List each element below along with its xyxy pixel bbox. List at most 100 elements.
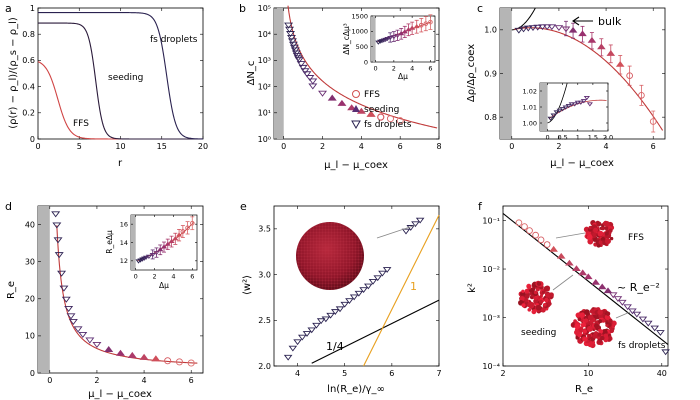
panel-f-data bbox=[515, 219, 670, 356]
panel-d-point-fs bbox=[59, 285, 69, 292]
droplet-render-large bbox=[296, 222, 417, 290]
panel-b-point-fs bbox=[318, 90, 328, 97]
panel-f-point-ffs bbox=[515, 219, 523, 227]
panel-d: d 0 2 4 6 0 10 20 30 40 μ_l − μ_coex R_e 0 2 4 6 12 1… bbox=[5, 200, 204, 400]
panel-e-guides bbox=[311, 214, 440, 367]
panel-d-inset-xtick-label: 6 bbox=[190, 273, 194, 281]
panel-d-inset-xtick-label: 4 bbox=[171, 273, 175, 281]
panel-b-inset-point-fs bbox=[394, 33, 401, 39]
panel-e: e 4 5 6 72.02.53.03.5 ln(R_e)/γ_∞ ⟨w²⟩ 1/4 … bbox=[240, 200, 442, 395]
panel-f-xtick-label: 10 bbox=[583, 369, 593, 378]
panel-a-ticks: 0 5 10 15 20 0 0.2 0.4 0.6 0.8 1 bbox=[22, 4, 208, 151]
panel-b-inset-point-ffs bbox=[423, 21, 429, 26]
panel-c-inset-point-fs bbox=[568, 102, 575, 107]
panel-f-ann-fs-droplets: fs droplets bbox=[618, 341, 666, 351]
panel-b-point-fs bbox=[302, 71, 312, 78]
panel-d-inset-ytick-label: 12 bbox=[120, 257, 128, 265]
panel-a-xtick-label: 20 bbox=[198, 142, 208, 151]
panel-d-metastable-band bbox=[38, 206, 50, 373]
seeding-cluster-render-bead bbox=[538, 299, 544, 304]
panel-f-point-fs bbox=[643, 320, 653, 327]
fs-droplet-cluster-render-bead bbox=[611, 325, 615, 329]
panel-b-point-fs bbox=[300, 68, 310, 75]
panel-a-ytick-label: 0.6 bbox=[22, 56, 35, 65]
panel-d-point-fs bbox=[78, 331, 88, 339]
panel-f-xtick-label: 40 bbox=[657, 369, 667, 378]
panel-b-inset-point-seed bbox=[413, 23, 420, 29]
panel-a-xlabel: r bbox=[118, 158, 123, 169]
panel-b-inset-ylabel: ΔN_cΔμ³ bbox=[342, 23, 351, 55]
panel-e-ticks: 4 5 6 7 2.0 2.5 3.0 3.5 bbox=[258, 206, 442, 378]
panel-f-point-seed bbox=[603, 287, 613, 294]
panel-f-point-fs bbox=[656, 330, 665, 336]
panel-d-xtick-label: 4 bbox=[142, 376, 147, 385]
fs-droplet-cluster-render-bead bbox=[608, 318, 613, 323]
panel-d-inset-xtick-label: 2 bbox=[153, 273, 157, 281]
panel-d-inset-point-seed bbox=[164, 241, 171, 246]
panel-a-ytick-label: 0 bbox=[30, 135, 35, 144]
panel-c-inset-point-fs bbox=[574, 100, 581, 105]
panel-d-xlabel: μ_l − μ_coex bbox=[88, 389, 152, 400]
panel-c-point-seed bbox=[587, 36, 597, 43]
panel-c-inset-bulk bbox=[547, 83, 568, 124]
panel-c-point-fs bbox=[542, 24, 552, 31]
panel-c-point-ffs bbox=[638, 91, 645, 99]
panel-f-ann-scaling: ~ R_e⁻² bbox=[617, 281, 660, 294]
panel-c-point-fs bbox=[519, 26, 528, 33]
fs-droplet-cluster-render-bead bbox=[582, 329, 588, 334]
panel-e-point bbox=[321, 316, 331, 323]
panel-d-inset-band bbox=[131, 215, 136, 270]
ffs-cluster-render-bead bbox=[609, 236, 614, 241]
panel-f-xtick-label: 2 bbox=[500, 369, 505, 378]
panel-b-point-fs bbox=[290, 47, 300, 54]
panel-c-xlabel: μ_l − μ_coex bbox=[550, 158, 614, 169]
panel-f-point-fs bbox=[632, 311, 642, 318]
panel-d-inset-point-seed bbox=[160, 244, 168, 249]
panel-f-point-seed bbox=[565, 259, 574, 266]
panel-b-legend: FFS seeding fs droplets bbox=[351, 90, 412, 130]
panel-d-inset-point-fs bbox=[149, 252, 156, 258]
panel-d-inset-ytick-label: 14 bbox=[120, 239, 128, 247]
panel-f-ytick-label: 10⁻⁴ bbox=[482, 362, 500, 371]
panel-c-inset-point-fs bbox=[553, 110, 560, 115]
panel-f-point-ffs bbox=[521, 223, 528, 230]
panel-b-inset-point-ffs bbox=[418, 22, 424, 28]
panel-c-inset-xtick-label: 0 bbox=[545, 134, 549, 142]
panel-c-point-seed bbox=[615, 60, 625, 67]
panel-b-point-fs bbox=[308, 83, 318, 90]
panel-e-xtick-label: 6 bbox=[389, 369, 394, 378]
panel-b-point-seed bbox=[366, 110, 376, 117]
panel-f: f 2 10 40 10⁻⁴ 10⁻³ 10⁻² 10⁻¹ R_e k² FFS seedi… bbox=[467, 200, 670, 395]
panel-b-point-ffs bbox=[386, 115, 394, 123]
fs-droplet-cluster-render-bead bbox=[586, 325, 593, 332]
panel-c-inset-ytick-label: 1.01 bbox=[523, 103, 537, 111]
panel-c-inset-point-fs bbox=[577, 100, 584, 105]
panel-d-point-fs bbox=[92, 341, 102, 349]
panel-c-xtick-label: 2 bbox=[556, 142, 561, 151]
panel-a-ylabel: (ρ(r) − ρ_l)/(ρ_s − ρ_l) bbox=[8, 17, 19, 129]
panel-d-point-fs bbox=[64, 305, 74, 313]
fs-droplet-cluster-render-bead bbox=[597, 309, 603, 315]
panel-b-ytick-label: 10¹ bbox=[258, 109, 271, 118]
panel-e-point bbox=[349, 294, 359, 301]
ffs-cluster-render-bead bbox=[604, 221, 610, 227]
panel-d-inset-xlabel: Δμ bbox=[159, 281, 169, 290]
panel-b-point-fs bbox=[296, 61, 306, 68]
panel-c-inset-ytick-label: 1.02 bbox=[523, 87, 537, 95]
panel-c-ylabel: Δρ/Δρ_coex bbox=[466, 44, 477, 102]
legend-label-seeding: seeding bbox=[364, 105, 399, 115]
panel-b-point-fs bbox=[286, 31, 295, 38]
panel-f-point-seed bbox=[572, 265, 581, 272]
panel-b-point-fs bbox=[286, 34, 296, 42]
fs-droplet-cluster-render-bead bbox=[587, 314, 594, 321]
panel-b-inset-xtick-label: 0 bbox=[374, 65, 378, 73]
panel-e-data bbox=[283, 217, 425, 361]
legend-label-ffs: FFS bbox=[364, 90, 380, 100]
panel-a-ytick-label: 0.2 bbox=[22, 109, 35, 118]
seeding-cluster-render-bead bbox=[533, 309, 537, 313]
fs-droplet-cluster-render-bead bbox=[577, 317, 582, 322]
panel-e-ylabel: ⟨w²⟩ bbox=[242, 275, 253, 295]
fs-droplet-cluster-render-bead bbox=[580, 322, 585, 327]
panel-b-xtick-label: 6 bbox=[398, 142, 403, 151]
